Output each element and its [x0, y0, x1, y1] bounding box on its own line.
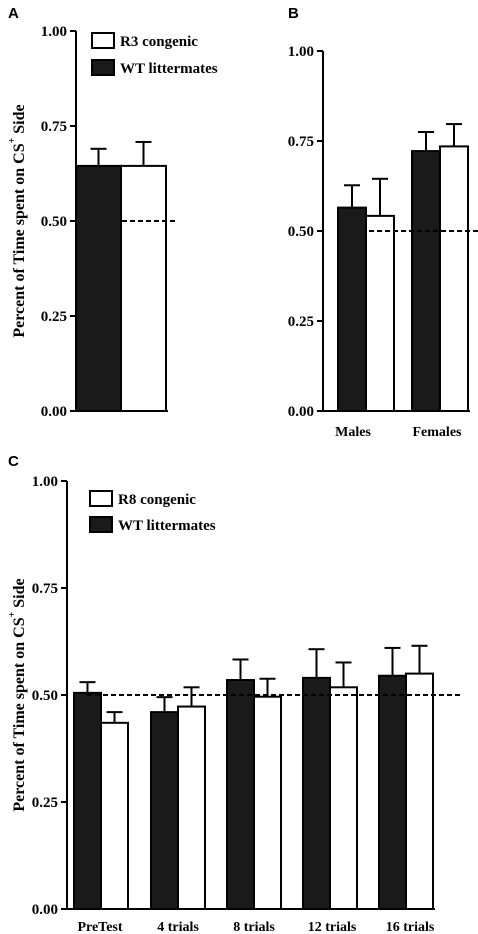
bar-wt	[302, 676, 331, 910]
y-tick-label: 1.00	[288, 44, 314, 60]
x-category-label: 12 trials	[308, 920, 357, 934]
bar-wt	[150, 711, 179, 910]
y-tick-label: 0.75	[32, 581, 58, 597]
bar-congenic	[177, 705, 206, 911]
y-tick-label: 0.00	[41, 404, 67, 420]
y-tick-label: 0.25	[288, 314, 314, 330]
bar-wt	[411, 150, 441, 413]
chart-panel-c: C 0.00 0.25 0.50 0.75 1.00 PreTest 4 trials 8 tr…	[7, 453, 462, 934]
bar-wt	[226, 679, 255, 911]
y-tick-label: 0.50	[288, 224, 314, 240]
bar-wt	[73, 691, 102, 910]
bar-congenic	[100, 721, 129, 910]
bar-congenic	[120, 164, 167, 412]
legend-label-wt: WT littermates	[120, 61, 218, 77]
legend: R8 congenic WT littermates	[89, 490, 216, 534]
x-category-label: 16 trials	[386, 920, 435, 934]
legend-label-wt: WT littermates	[118, 518, 216, 534]
legend-swatch-congenic	[91, 32, 115, 49]
panel-letter: A	[8, 5, 19, 22]
bar-wt	[337, 206, 367, 412]
bar-congenic	[253, 695, 282, 910]
x-category-label: 4 trials	[157, 920, 199, 934]
legend-swatch-congenic	[89, 490, 113, 507]
legend: R3 congenic WT littermates	[91, 32, 218, 77]
y-tick-label: 1.00	[41, 24, 67, 40]
y-tick-label: 0.00	[32, 902, 58, 918]
panel-letter: B	[288, 5, 299, 22]
bar-wt	[378, 674, 407, 910]
y-tick-label: 0.00	[288, 404, 314, 420]
y-tick-label: 0.25	[32, 795, 58, 811]
y-tick-label: 0.50	[41, 214, 67, 230]
y-tick-label: 0.75	[41, 119, 67, 135]
legend-swatch-wt	[89, 516, 113, 533]
y-tick-label: 0.25	[41, 309, 67, 325]
bar-congenic	[439, 145, 469, 412]
panel-letter: C	[8, 453, 19, 470]
x-category-label: PreTest	[77, 920, 122, 934]
bar-congenic	[365, 214, 395, 412]
y-tick-label: 0.75	[288, 134, 314, 150]
bar-congenic	[405, 672, 434, 910]
x-category-label: 8 trials	[233, 920, 275, 934]
legend-label-congenic: R3 congenic	[120, 34, 198, 50]
x-category-label: Females	[413, 425, 463, 440]
legend-label-congenic: R8 congenic	[118, 492, 196, 508]
y-tick-label: 1.00	[32, 474, 58, 490]
x-category-label: Males	[335, 425, 371, 440]
bar-wt	[75, 164, 122, 412]
y-tick-label: 0.50	[32, 688, 58, 704]
y-axis-label: Percent of Time spent on CS+ Side	[7, 578, 27, 811]
bar-congenic	[329, 686, 358, 911]
chart-panel-a: A 0.00 0.25 0.50 0.75 1.00 R3 congenic WT litte…	[7, 5, 217, 420]
chart-panel-b: B 0.00 0.25 0.50 0.75 1.00 Males Females	[288, 5, 478, 440]
legend-swatch-wt	[91, 59, 115, 76]
y-axis-label: Percent of Time spent on CS+ Side	[7, 104, 27, 337]
